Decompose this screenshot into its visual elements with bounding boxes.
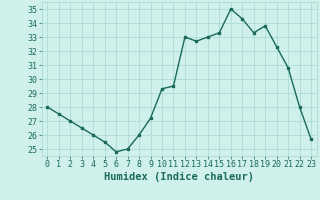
X-axis label: Humidex (Indice chaleur): Humidex (Indice chaleur) bbox=[104, 172, 254, 182]
